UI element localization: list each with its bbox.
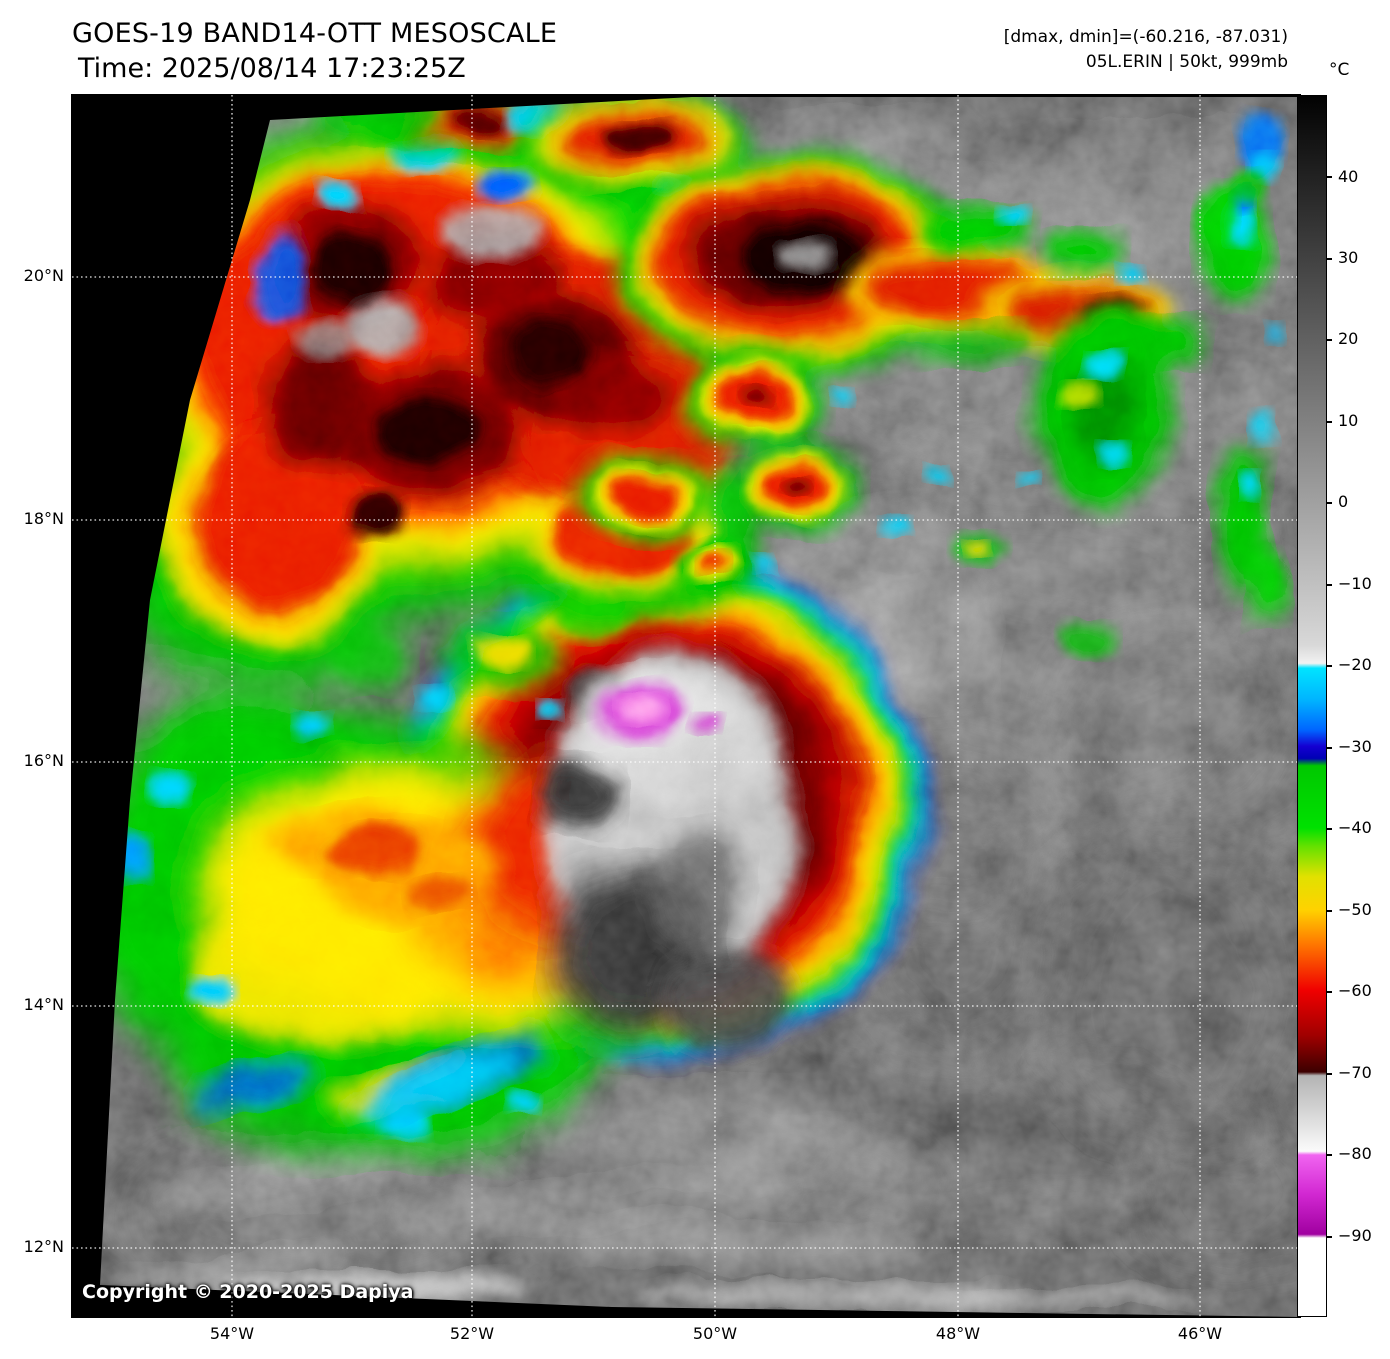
plot-title: GOES-19 BAND14-OTT MESOSCALE — [72, 18, 558, 49]
lon-label-54w: 54°W — [209, 1324, 255, 1343]
satellite-map: Copyright © 2020-2025 Dapiya — [71, 94, 1301, 1318]
lat-label-12n: 12°N — [23, 1237, 64, 1256]
colorbar-tickmark — [1327, 421, 1332, 423]
colorbar-tickmark — [1327, 176, 1332, 178]
colorbar-tick-minus90: −90 — [1338, 1226, 1372, 1245]
lon-label-46w: 46°W — [1177, 1324, 1223, 1343]
colorbar-unit-label: °C — [1329, 60, 1350, 80]
colorbar-tickmark — [1327, 502, 1332, 504]
colorbar — [1297, 95, 1327, 1317]
lon-label-50w: 50°W — [692, 1324, 738, 1343]
colorbar-tick-minus50: −50 — [1338, 900, 1372, 919]
colorbar-tick-minus80: −80 — [1338, 1144, 1372, 1163]
colorbar-tickmark — [1327, 584, 1332, 586]
colorbar-tickmark — [1327, 665, 1332, 667]
colorbar-tickmark — [1327, 258, 1332, 260]
lat-label-18n: 18°N — [23, 509, 64, 528]
copyright-text: Copyright © 2020-2025 Dapiya — [82, 1281, 414, 1303]
colorbar-tickmark — [1327, 1073, 1332, 1075]
colorbar-tick-40: 40 — [1338, 167, 1359, 186]
colorbar-tick-minus10: −10 — [1338, 574, 1372, 593]
colorbar-tickmark — [1327, 828, 1332, 830]
colorbar-tickmark — [1327, 747, 1332, 749]
colorbar-tick-minus60: −60 — [1338, 981, 1372, 1000]
satellite-imagery — [72, 95, 1300, 1317]
colorbar-tick-minus70: −70 — [1338, 1063, 1372, 1082]
colorbar-tick-20: 20 — [1338, 329, 1359, 348]
storm-info: 05L.ERIN | 50kt, 999mb — [1085, 52, 1288, 72]
colorbar-tick-10: 10 — [1338, 411, 1359, 430]
dmax-dmin-readout: [dmax, dmin]=(-60.216, -87.031) — [1003, 27, 1288, 47]
colorbar-tickmark — [1327, 1154, 1332, 1156]
gridlines — [72, 95, 1300, 1317]
colorbar-tickmark — [1327, 339, 1332, 341]
lat-label-20n: 20°N — [23, 266, 64, 285]
lon-label-52w: 52°W — [449, 1324, 495, 1343]
colorbar-tick-30: 30 — [1338, 248, 1359, 267]
colorbar-tick-minus30: −30 — [1338, 737, 1372, 756]
lat-label-16n: 16°N — [23, 751, 64, 770]
colorbar-tick-minus40: −40 — [1338, 818, 1372, 837]
grain-texture-fine — [100, 97, 1300, 1317]
lat-label-14n: 14°N — [23, 995, 64, 1014]
colorbar-tick-0: 0 — [1338, 492, 1349, 511]
colorbar-tickmark — [1327, 991, 1332, 993]
colorbar-tickmark — [1327, 910, 1332, 912]
colorbar-tick-minus20: −20 — [1338, 655, 1372, 674]
scan-area — [100, 97, 1300, 1317]
lon-label-48w: 48°W — [935, 1324, 981, 1343]
plot-time: Time: 2025/08/14 17:23:25Z — [78, 53, 466, 84]
colorbar-tickmark — [1327, 1236, 1332, 1238]
